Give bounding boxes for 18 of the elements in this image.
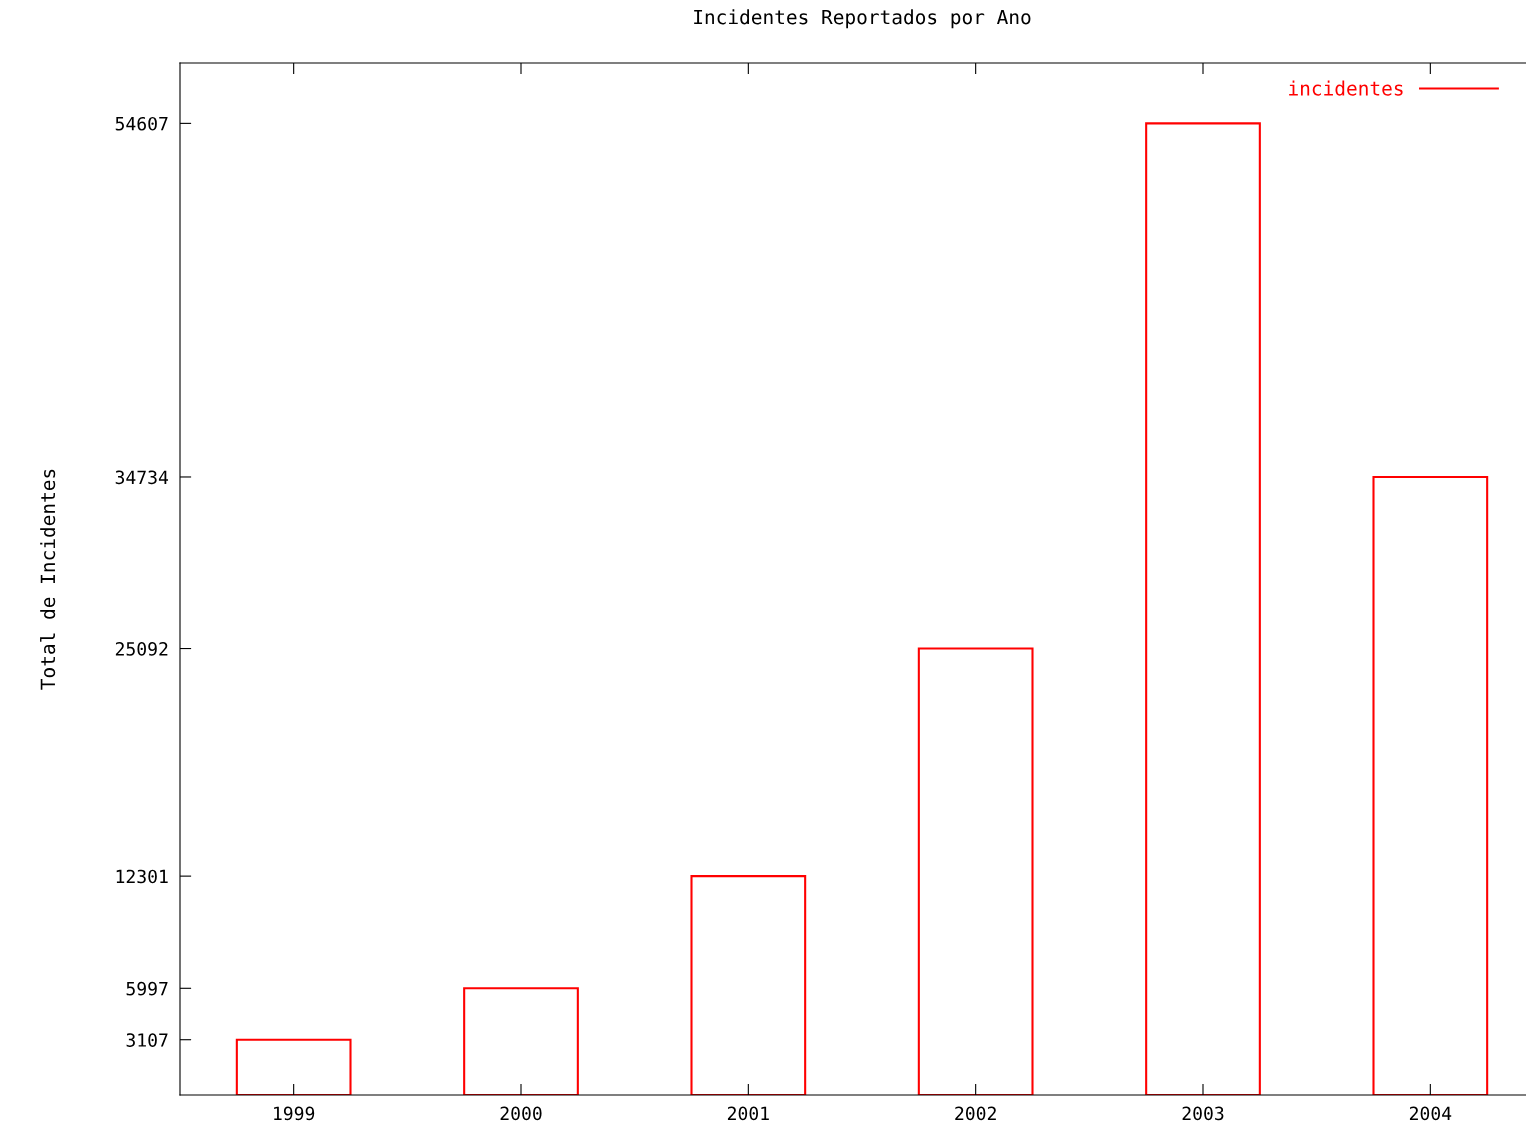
y-tick-label: 12301 [116, 869, 168, 884]
bar [917, 647, 1034, 1095]
y-tick-label: 5997 [126, 981, 168, 996]
x-tick-label: 2002 [955, 1106, 996, 1121]
bar [1145, 122, 1261, 1095]
x-tick-label: 2000 [500, 1106, 542, 1121]
y-tick-label: 25092 [115, 642, 168, 656]
bar [1372, 475, 1489, 1095]
chart-title: Incidentes Reportados por Ano [694, 9, 1031, 29]
x-tick-label: 2003 [1182, 1106, 1224, 1121]
y-tick-label: 54607 [115, 116, 168, 131]
x-tick-label: 2004 [1409, 1106, 1452, 1121]
legend-label: incidentes [1289, 80, 1403, 96]
x-tick-label: 1999 [274, 1106, 315, 1121]
y-tick-label: 3107 [126, 1033, 168, 1047]
x-tick-label: 2001 [727, 1106, 769, 1121]
y-axis-title: Total de Incidentes [40, 469, 56, 690]
y-tick-label: 34734 [115, 470, 169, 485]
